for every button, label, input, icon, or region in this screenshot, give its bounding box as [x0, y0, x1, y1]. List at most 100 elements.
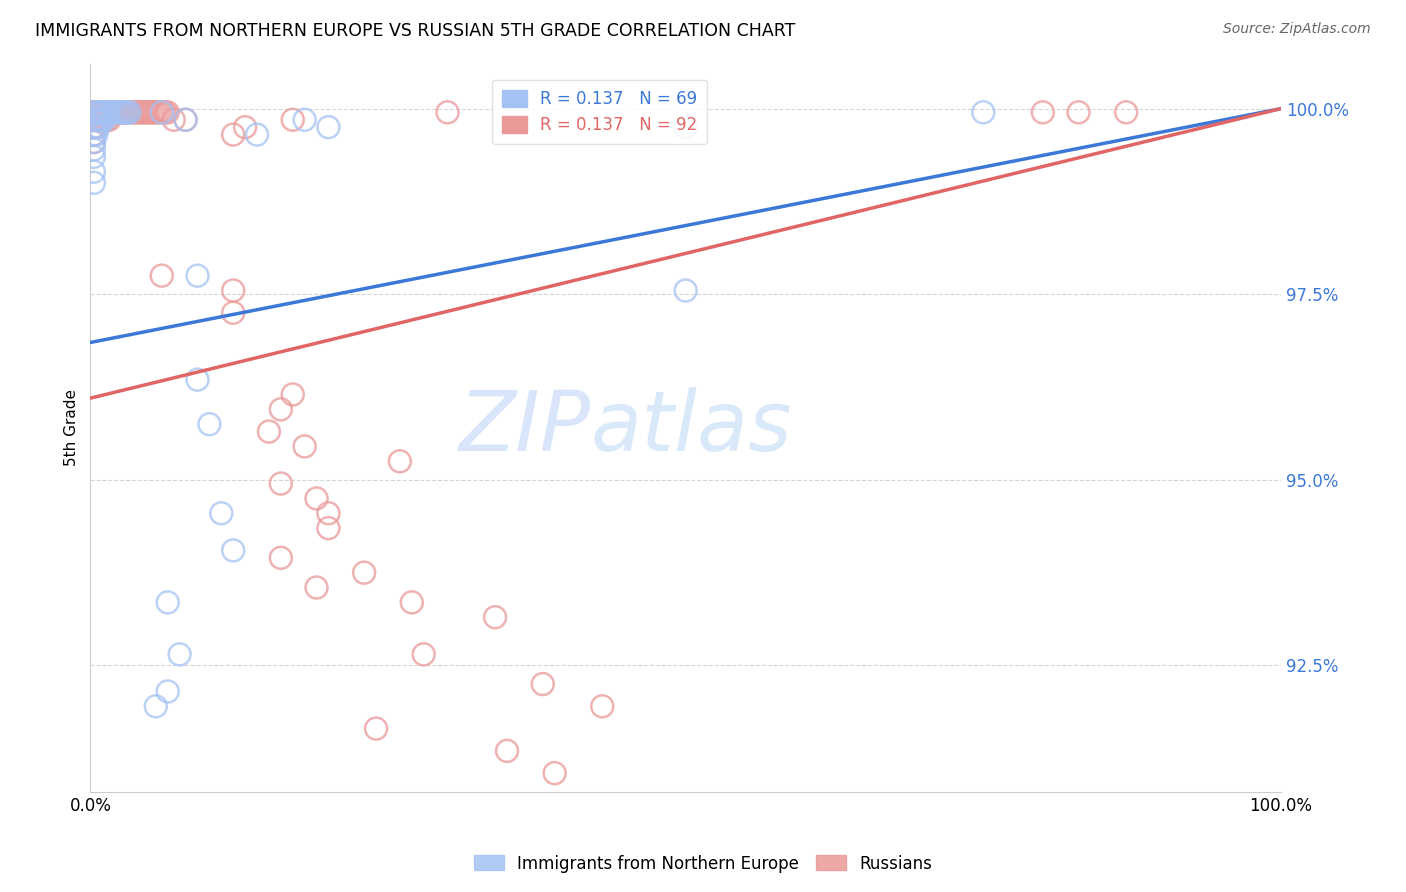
- Point: [222, 543, 245, 558]
- Point: [174, 112, 197, 127]
- Point: [318, 506, 340, 520]
- Point: [94, 105, 117, 120]
- Point: [118, 105, 141, 120]
- Point: [83, 150, 105, 164]
- Point: [107, 105, 129, 120]
- Point: [281, 387, 304, 401]
- Point: [87, 105, 110, 120]
- Point: [83, 176, 105, 190]
- Point: [97, 105, 120, 120]
- Point: [104, 105, 127, 120]
- Point: [169, 648, 191, 662]
- Point: [544, 766, 567, 780]
- Point: [90, 105, 112, 120]
- Point: [114, 105, 136, 120]
- Point: [1067, 105, 1090, 120]
- Point: [142, 105, 165, 120]
- Point: [353, 566, 375, 580]
- Point: [86, 112, 108, 127]
- Point: [591, 699, 613, 714]
- Point: [270, 550, 292, 565]
- Point: [318, 120, 340, 135]
- Point: [150, 105, 173, 120]
- Point: [135, 105, 157, 120]
- Point: [257, 425, 280, 439]
- Point: [148, 105, 170, 120]
- Point: [84, 112, 107, 127]
- Point: [364, 722, 387, 736]
- Point: [675, 120, 697, 135]
- Point: [163, 112, 186, 127]
- Point: [305, 491, 328, 506]
- Point: [84, 112, 107, 127]
- Point: [270, 476, 292, 491]
- Point: [83, 128, 105, 142]
- Point: [93, 105, 115, 120]
- Point: [107, 105, 129, 120]
- Point: [531, 677, 554, 691]
- Point: [156, 684, 179, 698]
- Point: [83, 120, 105, 135]
- Point: [96, 112, 118, 127]
- Point: [83, 135, 105, 149]
- Point: [100, 105, 122, 120]
- Point: [401, 595, 423, 609]
- Point: [294, 112, 316, 127]
- Text: atlas: atlas: [591, 387, 792, 468]
- Point: [83, 105, 105, 120]
- Point: [246, 128, 269, 142]
- Point: [156, 595, 179, 609]
- Point: [132, 105, 155, 120]
- Point: [675, 284, 697, 298]
- Point: [111, 105, 134, 120]
- Point: [83, 120, 105, 135]
- Point: [86, 112, 108, 127]
- Point: [90, 105, 112, 120]
- Y-axis label: 5th Grade: 5th Grade: [65, 390, 79, 467]
- Point: [98, 112, 121, 127]
- Point: [1115, 105, 1137, 120]
- Point: [198, 417, 221, 432]
- Point: [87, 120, 110, 135]
- Point: [124, 105, 146, 120]
- Point: [94, 105, 117, 120]
- Point: [108, 105, 131, 120]
- Point: [233, 120, 256, 135]
- Point: [115, 105, 138, 120]
- Point: [222, 306, 245, 320]
- Point: [131, 105, 153, 120]
- Point: [270, 402, 292, 417]
- Point: [222, 128, 245, 142]
- Point: [84, 128, 107, 142]
- Point: [84, 120, 107, 135]
- Point: [97, 105, 120, 120]
- Point: [145, 699, 167, 714]
- Point: [318, 521, 340, 535]
- Point: [145, 105, 167, 120]
- Point: [108, 105, 131, 120]
- Point: [84, 120, 107, 135]
- Point: [101, 105, 124, 120]
- Point: [111, 105, 134, 120]
- Point: [174, 112, 197, 127]
- Point: [186, 373, 208, 387]
- Point: [89, 112, 111, 127]
- Legend: Immigrants from Northern Europe, Russians: Immigrants from Northern Europe, Russian…: [467, 848, 939, 880]
- Point: [93, 105, 115, 120]
- Point: [305, 581, 328, 595]
- Text: Source: ZipAtlas.com: Source: ZipAtlas.com: [1223, 22, 1371, 37]
- Point: [114, 105, 136, 120]
- Point: [412, 648, 434, 662]
- Point: [281, 112, 304, 127]
- Point: [484, 610, 506, 624]
- Point: [186, 268, 208, 283]
- Text: IMMIGRANTS FROM NORTHERN EUROPE VS RUSSIAN 5TH GRADE CORRELATION CHART: IMMIGRANTS FROM NORTHERN EUROPE VS RUSSI…: [35, 22, 796, 40]
- Point: [93, 112, 115, 127]
- Point: [104, 105, 127, 120]
- Point: [83, 128, 105, 142]
- Point: [139, 105, 162, 120]
- Point: [125, 105, 148, 120]
- Point: [100, 105, 122, 120]
- Point: [150, 268, 173, 283]
- Legend: R = 0.137   N = 69, R = 0.137   N = 92: R = 0.137 N = 69, R = 0.137 N = 92: [492, 79, 707, 145]
